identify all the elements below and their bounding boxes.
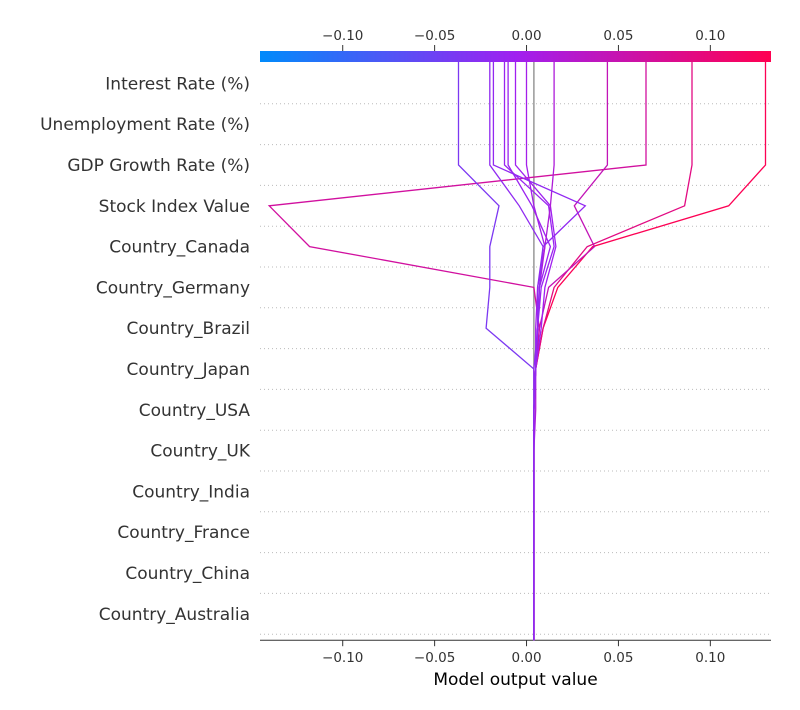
decision-path <box>533 62 609 641</box>
top-tick-label: 0.05 <box>603 28 633 44</box>
top-tick-label: 0.00 <box>511 28 541 44</box>
decision-path <box>489 62 544 641</box>
x-axis-label: Model output value <box>433 670 597 690</box>
feature-label: Country_Brazil <box>127 319 250 339</box>
feature-label: Country_India <box>132 482 250 502</box>
feature-label: Country_France <box>117 523 250 543</box>
feature-label: Country_UK <box>150 442 250 462</box>
feature-label: Country_China <box>125 564 250 584</box>
top-tick-label: 0.10 <box>695 28 725 44</box>
decision-path <box>457 62 535 641</box>
feature-label: Country_Germany <box>96 278 250 298</box>
feature-label: Unemployment Rate (%) <box>40 115 250 135</box>
decision-path <box>507 62 552 641</box>
bottom-axis: −0.10 −0.05 0.00 0.05 0.10 <box>260 639 771 666</box>
feature-label: GDP Growth Rate (%) <box>67 156 250 176</box>
decision-path <box>267 62 647 641</box>
feature-label: Country_USA <box>139 401 251 421</box>
feature-labels: Interest Rate (%) Unemployment Rate (%) GD… <box>40 74 251 624</box>
gridlines <box>260 103 771 635</box>
feature-label: Interest Rate (%) <box>105 74 250 94</box>
top-tick-label: −0.10 <box>322 28 363 44</box>
bottom-tick-label: −0.05 <box>414 650 455 666</box>
feature-label: Country_Japan <box>127 360 250 380</box>
feature-label: Stock Index Value <box>99 197 250 217</box>
top-tick-label: −0.05 <box>414 28 455 44</box>
colorbar <box>260 51 771 62</box>
top-axis: −0.10 −0.05 0.00 0.05 0.10 <box>322 28 725 51</box>
bottom-tick-label: 0.00 <box>511 650 541 666</box>
bottom-tick-label: −0.10 <box>322 650 363 666</box>
decision-path <box>533 62 693 641</box>
decision-path <box>533 62 767 641</box>
bottom-tick-label: 0.05 <box>603 650 633 666</box>
bottom-tick-label: 0.10 <box>695 650 725 666</box>
feature-label: Country_Canada <box>109 238 250 258</box>
decision-paths <box>267 62 767 641</box>
feature-label: Country_Australia <box>99 605 250 625</box>
